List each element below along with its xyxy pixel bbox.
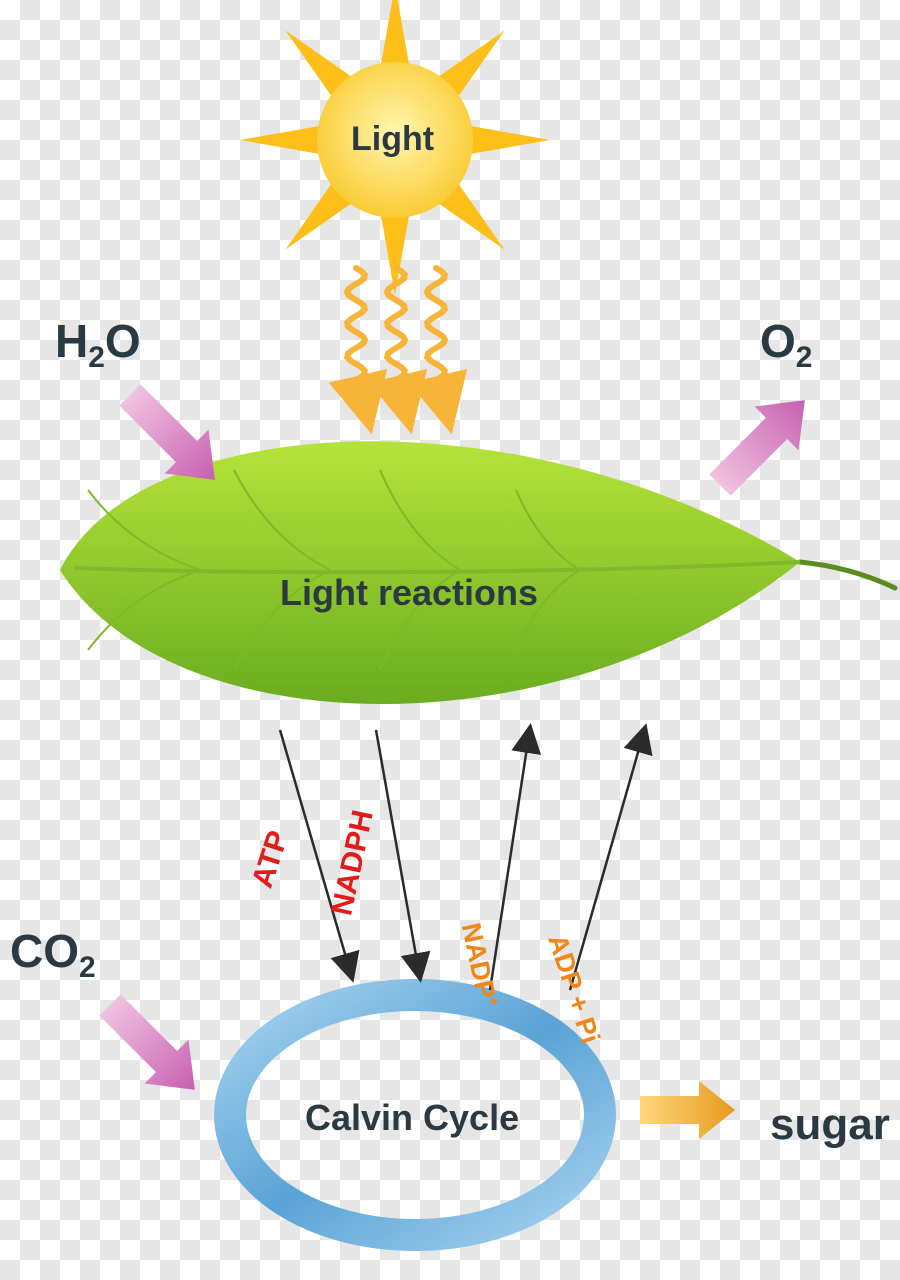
sugar-label: sugar — [770, 1100, 890, 1150]
co2-label: CO2 — [10, 924, 96, 985]
calvin-cycle-label: Calvin Cycle — [305, 1097, 519, 1139]
h2o-label: H2O — [55, 314, 141, 375]
o2-label: O2 — [760, 314, 812, 375]
sugar-arrow — [640, 1081, 735, 1139]
leaf-label: Light reactions — [280, 572, 538, 614]
sun-label: Light — [351, 120, 434, 159]
diagram-stage: Light H2O O2 CO2 sugar Light reactions C… — [0, 0, 900, 1280]
diagram-svg — [0, 0, 900, 1280]
